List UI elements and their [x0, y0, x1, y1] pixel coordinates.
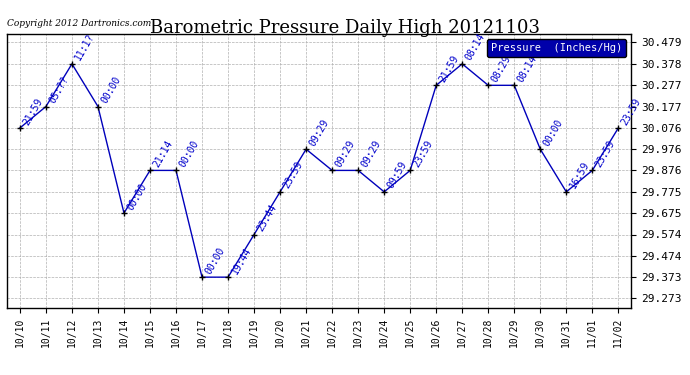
Text: 16:59: 16:59	[568, 160, 591, 190]
Text: 21:59: 21:59	[437, 54, 461, 84]
Text: 09:29: 09:29	[308, 117, 331, 148]
Text: 21:14: 21:14	[151, 139, 175, 169]
Text: 00:00: 00:00	[99, 75, 123, 105]
Text: 09:59: 09:59	[386, 160, 409, 190]
Text: 00:00: 00:00	[177, 139, 201, 169]
Text: 09:29: 09:29	[359, 139, 383, 169]
Text: 05:??: 05:??	[48, 75, 70, 105]
Text: 11:1?: 11:1?	[73, 32, 97, 63]
Text: 09:29: 09:29	[333, 139, 357, 169]
Text: 23:59: 23:59	[593, 139, 617, 169]
Text: 23:59: 23:59	[620, 96, 643, 127]
Legend: Pressure  (Inches/Hg): Pressure (Inches/Hg)	[486, 39, 626, 57]
Text: 23:59: 23:59	[282, 160, 305, 190]
Text: 23:44: 23:44	[255, 202, 279, 233]
Text: 21:59: 21:59	[21, 96, 45, 127]
Text: 00:00: 00:00	[204, 245, 227, 276]
Text: 00:00: 00:00	[126, 181, 149, 212]
Text: Barometric Pressure Daily High 20121103: Barometric Pressure Daily High 20121103	[150, 19, 540, 37]
Text: 08:14: 08:14	[515, 54, 539, 84]
Text: 19:44: 19:44	[230, 245, 253, 276]
Text: 00:00: 00:00	[542, 117, 565, 148]
Text: Copyright 2012 Dartronics.com: Copyright 2012 Dartronics.com	[7, 19, 151, 28]
Text: 08:29: 08:29	[490, 54, 513, 84]
Text: 08:14: 08:14	[464, 32, 487, 63]
Text: 23:59: 23:59	[411, 139, 435, 169]
